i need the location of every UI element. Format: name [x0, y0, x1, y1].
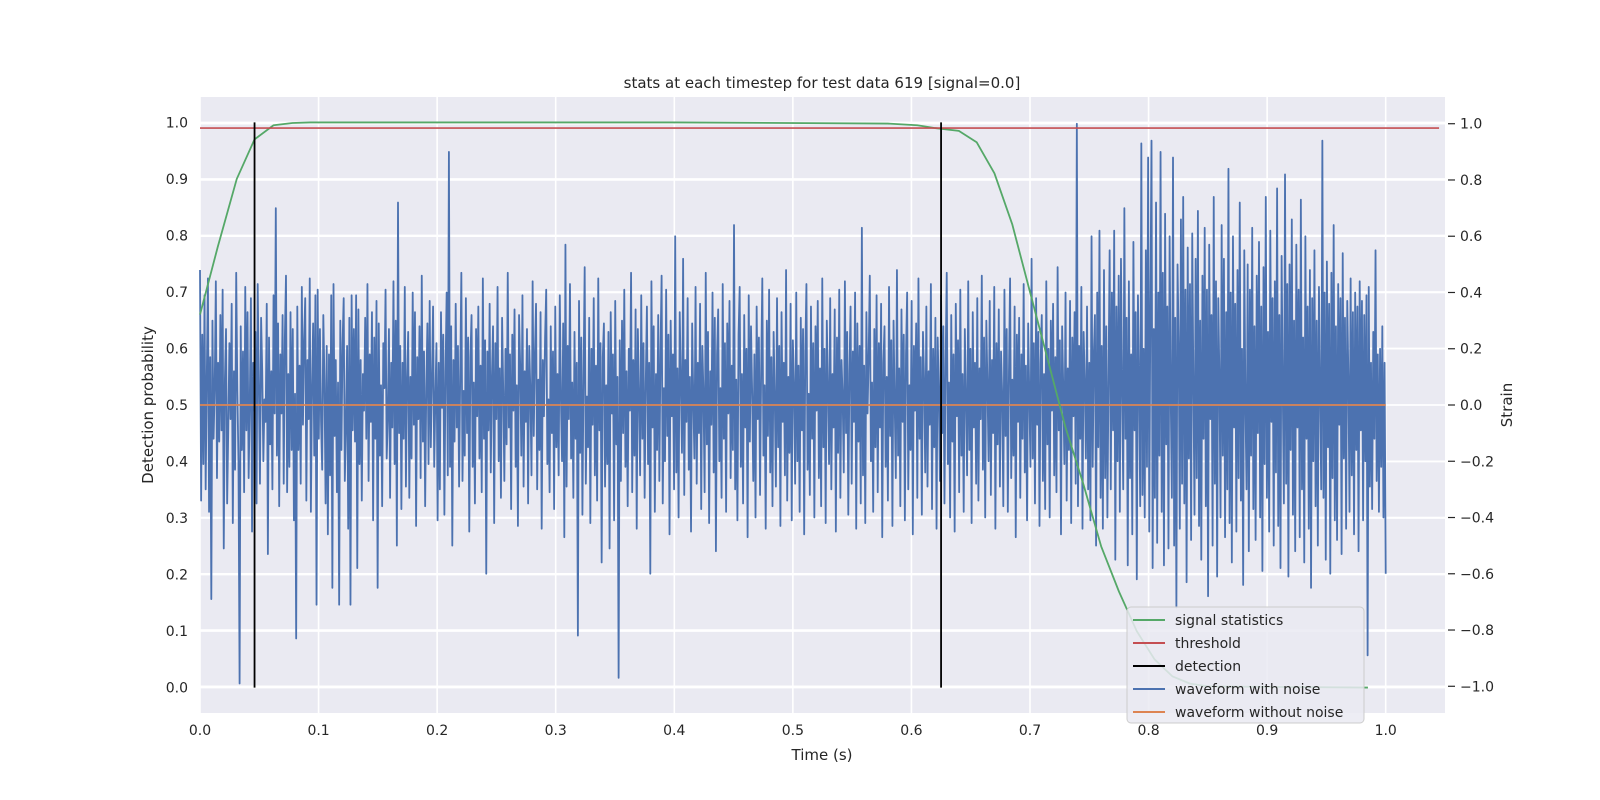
x-tick-label: 0.2: [426, 723, 448, 739]
y-axis-label: Detection probability: [139, 326, 157, 484]
y2-tick-label: −0.4: [1460, 511, 1494, 527]
y-tick-label: 1.0: [166, 115, 188, 131]
y2-tick-label: −0.2: [1460, 454, 1494, 470]
y2-tick-label: 0.0: [1460, 398, 1482, 414]
x-tick-label: 0.8: [1137, 723, 1159, 739]
legend-entry: waveform without noise: [1175, 705, 1343, 721]
y-tick-label: 0.3: [166, 511, 188, 527]
y-tick-labels: 0.0 0.1 0.2 0.3 0.4 0.5 0.6 0.7 0.8 0.9 1.0: [166, 115, 188, 696]
x-tick-label: 1.0: [1375, 723, 1397, 739]
y2-axis-label: Strain: [1498, 383, 1516, 427]
y-tick-label: 0.8: [166, 228, 188, 244]
y-tick-label: 0.0: [166, 681, 188, 697]
x-tick-label: 0.6: [900, 723, 922, 739]
legend-entry: signal statistics: [1175, 613, 1283, 629]
y2-tick-label: −0.6: [1460, 567, 1494, 583]
legend-entry: threshold: [1175, 636, 1241, 652]
x-tick-label: 0.1: [307, 723, 329, 739]
legend-entry: detection: [1175, 659, 1241, 675]
y2-tick-label: 0.4: [1460, 285, 1482, 301]
y-tick-label: 0.2: [166, 568, 188, 584]
legend: signal statistics threshold detection wavef…: [1126, 606, 1365, 724]
x-tick-label: 0.9: [1256, 723, 1278, 739]
x-tick-label: 0.0: [189, 723, 211, 739]
y-tick-label: 0.6: [166, 341, 188, 357]
y2-tick-label: 0.6: [1460, 229, 1482, 245]
y2-tick-label: 0.8: [1460, 173, 1482, 189]
x-tick-label: 0.4: [663, 723, 685, 739]
y-tick-label: 0.1: [166, 624, 188, 640]
y2-tick-label: 0.2: [1460, 342, 1482, 358]
series-waveform-with-noise: [199, 122, 1387, 685]
x-tick-labels: 0.0 0.1 0.2 0.3 0.4 0.5 0.6 0.7 0.8 0.9 1.0: [189, 723, 1397, 739]
y2-tick-label: −1.0: [1460, 679, 1494, 695]
x-tick-label: 0.3: [545, 723, 567, 739]
y-tick-label: 0.7: [166, 285, 188, 301]
x-axis-label: Time (s): [791, 746, 853, 764]
x-tick-label: 0.5: [782, 723, 804, 739]
y-tick-label: 0.4: [166, 455, 188, 471]
legend-box: [1126, 606, 1365, 724]
y2-tick-label: −0.8: [1460, 623, 1494, 639]
y-tick-label: 0.9: [166, 172, 188, 188]
y-tick-label: 0.5: [166, 398, 188, 414]
y2-tick-label: 1.0: [1460, 117, 1482, 133]
chart-title: stats at each timestep for test data 619…: [624, 74, 1021, 92]
legend-entry: waveform with noise: [1175, 682, 1320, 698]
x-tick-label: 0.7: [1019, 723, 1041, 739]
y2-tick-labels: −1.0 −0.8 −0.6 −0.4 −0.2 0.0 0.2 0.4 0.6 0.8 1.0: [1448, 117, 1494, 695]
